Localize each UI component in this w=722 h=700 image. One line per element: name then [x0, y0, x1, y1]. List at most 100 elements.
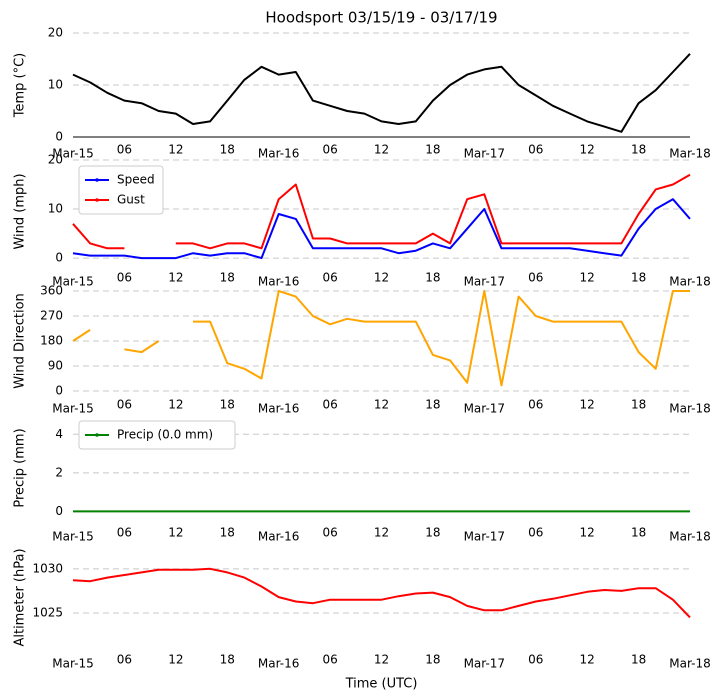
y-tick-label: 0	[55, 130, 63, 144]
legend-marker	[95, 198, 99, 202]
x-tick-label: 18	[220, 526, 235, 540]
x-tick-label: 18	[631, 653, 646, 667]
x-tick-label: 18	[425, 526, 440, 540]
x-tick-label: 18	[220, 653, 235, 667]
x-tick-label: Mar-16	[258, 402, 299, 416]
x-axis-label: Time (UTC)	[345, 677, 418, 692]
legend-box	[78, 165, 164, 215]
x-tick-label: 18	[220, 398, 235, 412]
x-tick-label: 18	[220, 143, 235, 157]
x-tick-label: Mar-15	[52, 275, 93, 289]
x-tick-label: 12	[580, 143, 595, 157]
y-tick-label: 10	[48, 202, 63, 216]
x-tick-label: 12	[374, 653, 389, 667]
y-axis-label: Altimeter (hPa)	[13, 548, 28, 646]
y-tick-label: 360	[40, 284, 63, 298]
series-line	[72, 173, 691, 250]
legend: Precip (0.0 mm)	[78, 420, 236, 450]
y-tick-label: 2	[55, 465, 63, 479]
x-tick-label: Mar-17	[464, 402, 505, 416]
y-tick-label: 20	[48, 26, 63, 40]
x-tick-label: 06	[117, 143, 132, 157]
y-tick-label: 0	[55, 384, 63, 398]
x-tick-label: Mar-17	[464, 530, 505, 544]
legend-box	[78, 420, 236, 450]
x-tick-label: 06	[117, 653, 132, 667]
x-tick-label: Mar-18	[669, 275, 710, 289]
x-tick-label: 12	[374, 398, 389, 412]
y-tick-label: 20	[48, 153, 63, 167]
x-tick-label: 06	[528, 398, 543, 412]
x-tick-label: Mar-16	[258, 275, 299, 289]
x-tick-label: Mar-18	[669, 530, 710, 544]
x-tick-label: Mar-18	[669, 147, 710, 161]
x-tick-label: Mar-15	[52, 147, 93, 161]
x-tick-label: 12	[580, 398, 595, 412]
y-tick-label: 4	[55, 427, 63, 441]
x-tick-label: 06	[528, 526, 543, 540]
y-axis-label: Wind (mph)	[13, 173, 28, 249]
x-tick-label: 06	[322, 398, 337, 412]
x-tick-label: Mar-16	[258, 147, 299, 161]
x-tick-label: Mar-17	[464, 275, 505, 289]
data-line	[72, 290, 690, 387]
legend-label: Speed	[117, 173, 155, 187]
y-tick-label: 10	[48, 78, 63, 92]
legend: Speed Gust	[78, 165, 164, 215]
y-tick-label: 1025	[32, 605, 63, 619]
x-tick-label: 18	[425, 653, 440, 667]
x-tick-label: 12	[374, 143, 389, 157]
x-tick-label: 12	[168, 271, 183, 285]
legend-marker	[95, 433, 99, 437]
legend-marker	[95, 178, 99, 182]
x-tick-label: 12	[168, 398, 183, 412]
x-tick-label: 18	[425, 271, 440, 285]
x-tick-label: 18	[425, 398, 440, 412]
y-tick-label: 1030	[32, 561, 63, 575]
x-tick-label: 06	[528, 271, 543, 285]
data-line	[72, 53, 691, 133]
x-tick-label: 12	[168, 526, 183, 540]
x-tick-label: 06	[117, 398, 132, 412]
y-tick-label: 0	[55, 251, 63, 265]
y-tick-label: 270	[40, 309, 63, 323]
x-tick-label: 18	[425, 143, 440, 157]
series-line	[72, 198, 691, 260]
x-tick-label: 18	[220, 271, 235, 285]
x-tick-label: 12	[580, 653, 595, 667]
x-tick-label: 18	[631, 143, 646, 157]
data-line	[72, 567, 691, 619]
x-tick-label: 12	[580, 526, 595, 540]
x-tick-label: 12	[374, 271, 389, 285]
y-tick-label: 0	[55, 504, 63, 518]
x-tick-label: Mar-17	[464, 657, 505, 671]
x-tick-label: Mar-18	[669, 402, 710, 416]
y-axis-label: Temp (°C)	[13, 53, 28, 119]
y-axis-label: Wind Direction	[13, 293, 28, 389]
x-tick-label: 06	[117, 271, 132, 285]
x-tick-label: Mar-16	[258, 530, 299, 544]
x-tick-label: 18	[631, 526, 646, 540]
x-tick-label: 18	[631, 271, 646, 285]
x-tick-label: Mar-16	[258, 657, 299, 671]
y-tick-label: 180	[40, 334, 63, 348]
x-tick-label: Mar-15	[52, 657, 93, 671]
x-tick-label: Mar-15	[52, 402, 93, 416]
x-tick-label: Mar-15	[52, 530, 93, 544]
x-tick-label: 06	[528, 143, 543, 157]
x-tick-label: 18	[631, 398, 646, 412]
x-tick-label: 12	[168, 143, 183, 157]
x-tick-label: 06	[528, 653, 543, 667]
x-tick-label: 06	[322, 653, 337, 667]
y-axis-label: Precip (mm)	[13, 428, 28, 507]
x-tick-label: 12	[580, 271, 595, 285]
x-tick-label: 06	[117, 526, 132, 540]
chart-title: Hoodsport 03/15/19 - 03/17/19	[265, 9, 497, 27]
x-tick-label: 06	[322, 526, 337, 540]
x-tick-label: 06	[322, 143, 337, 157]
y-tick-label: 90	[48, 359, 63, 373]
x-tick-label: Mar-17	[464, 147, 505, 161]
x-tick-label: 06	[322, 271, 337, 285]
legend-label: Precip (0.0 mm)	[117, 428, 213, 442]
